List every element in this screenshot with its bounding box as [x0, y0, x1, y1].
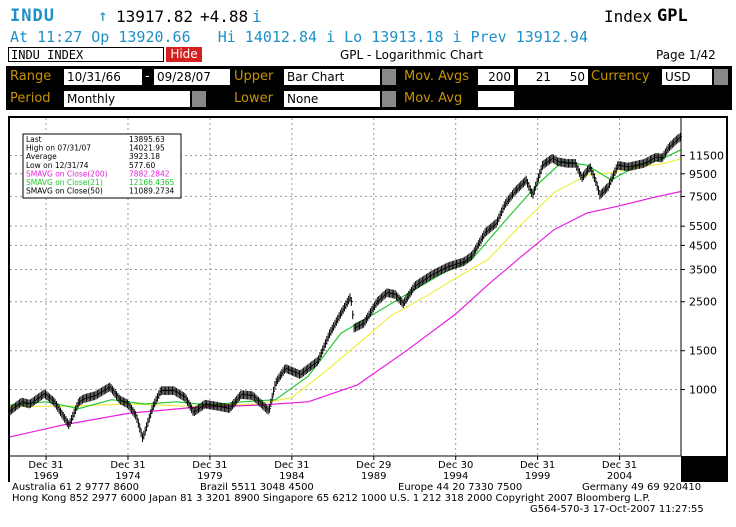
x-tick-label-date: Dec 30 — [438, 460, 473, 471]
x-tick-label-year: 1969 — [33, 471, 58, 482]
x-tick-label-year: 1979 — [197, 471, 222, 482]
y-tick-label: 2500 — [689, 296, 717, 309]
legend-label: High on 07/31/07 — [26, 144, 91, 153]
x-tick-label-year: 2004 — [607, 471, 632, 482]
price-chart[interactable]: 1000 1500 2500 3500 4500 5500 7500 9500 11500 De… — [8, 116, 728, 482]
range-label: Range — [10, 69, 52, 84]
y-tick-label: 1000 — [689, 384, 717, 397]
legend-value: 3923.18 — [129, 152, 160, 161]
x-tick-label-year: 1974 — [115, 471, 140, 482]
x-tick-label-date: Dec 31 — [602, 460, 637, 471]
market-sector-label: Index — [604, 7, 653, 26]
y-tick-label: 5500 — [689, 220, 717, 233]
x-tick-label-date: Dec 31 — [192, 460, 227, 471]
legend-label: Low on 12/31/74 — [26, 161, 89, 170]
period-dropdown-icon[interactable] — [192, 91, 206, 107]
hide-button[interactable]: Hide — [166, 47, 202, 62]
currency-field[interactable]: USD — [662, 69, 712, 85]
lower-chart-field[interactable]: None — [284, 91, 380, 107]
quote-details: At 11:27 Op 13920.66 Hi 14012.84 i Lo 13… — [10, 28, 588, 46]
info-icon[interactable]: i — [252, 7, 262, 26]
footer-contacts: Hong Kong 852 2977 6000 Japan 81 3 3201 … — [12, 493, 651, 504]
price-change: +4.88 — [200, 7, 249, 26]
footer-australia: Australia 61 2 9777 8600 — [12, 482, 139, 493]
last-price: 13917.82 — [116, 7, 194, 26]
footer-brazil: Brazil 5511 3048 4500 — [200, 482, 314, 493]
period-field[interactable]: Monthly — [64, 91, 190, 107]
security-field[interactable]: INDU INDEX — [8, 47, 164, 62]
mov-avg-field-3[interactable]: 50 — [552, 69, 588, 85]
legend-value: 13895.63 — [129, 135, 165, 144]
y-tick-label: 3500 — [689, 263, 717, 276]
chart-title: GPL - Logarithmic Chart — [340, 48, 483, 62]
x-tick-label-date: Dec 31 — [274, 460, 309, 471]
x-tick-label-year: 1999 — [525, 471, 550, 482]
y-tick-label: 1500 — [689, 345, 717, 358]
y-tick-label: 4500 — [689, 239, 717, 252]
x-tick-label-date: Dec 31 — [28, 460, 63, 471]
legend-value: 11089.2734 — [129, 187, 175, 196]
lower-dropdown-icon[interactable] — [382, 91, 396, 107]
legend-label: SMAVG on Close(50) — [26, 187, 103, 196]
y-tick-label: 9500 — [689, 168, 717, 181]
legend-box — [22, 133, 182, 199]
range-end-field[interactable]: 09/28/07 — [154, 69, 230, 85]
legend-value: 12166.4365 — [129, 178, 175, 187]
legend-label: Average — [26, 152, 57, 161]
legend-value: 14021.95 — [129, 144, 165, 153]
chart-controls-panel: Range 10/31/66 - 09/28/07 Period Monthly… — [6, 66, 732, 110]
ma200-line — [9, 190, 682, 438]
mov-avg-label: Mov. Avg — [404, 91, 463, 106]
upper-label: Upper — [234, 69, 274, 84]
x-tick-label-year: 1984 — [279, 471, 304, 482]
x-tick-label-year: 1994 — [443, 471, 468, 482]
mov-avg-field-1[interactable]: 200 — [478, 69, 514, 85]
x-tick-label-date: Dec 31 — [110, 460, 145, 471]
legend-label: Last — [26, 135, 42, 144]
x-tick-label-date: Dec 29 — [356, 460, 391, 471]
function-code: GPL — [657, 6, 688, 26]
up-arrow-icon: ↑ — [98, 6, 108, 25]
y-tick-label: 11500 — [689, 149, 724, 162]
period-label: Period — [10, 91, 51, 106]
mov-avg-field-lower[interactable] — [478, 91, 514, 107]
x-tick-label-year: 1989 — [361, 471, 386, 482]
mov-avgs-label: Mov. Avgs — [404, 69, 469, 84]
legend-label: SMAVG on Close(200) — [26, 169, 108, 178]
chart-area[interactable]: 1000 1500 2500 3500 4500 5500 7500 9500 11500 De… — [8, 116, 728, 482]
upper-dropdown-icon[interactable] — [382, 69, 396, 85]
upper-chart-field[interactable]: Bar Chart — [284, 69, 380, 85]
x-tick-label-date: Dec 31 — [520, 460, 555, 471]
ma50-line — [10, 158, 682, 407]
page-indicator: Page 1/42 — [656, 48, 716, 62]
mov-avg-field-2[interactable]: 21 — [518, 69, 554, 85]
legend-label: SMAVG on Close(21) — [26, 178, 103, 187]
range-start-field[interactable]: 10/31/66 — [64, 69, 142, 85]
currency-dropdown-icon[interactable] — [714, 69, 728, 85]
legend-value: 7882.2842 — [129, 169, 170, 178]
ma21-line — [9, 149, 682, 410]
ticker-symbol[interactable]: INDU — [10, 6, 55, 26]
legend-value: 577.60 — [129, 161, 155, 170]
lower-label: Lower — [234, 91, 273, 106]
footer-europe: Europe 44 20 7330 7500 — [398, 482, 523, 493]
range-separator: - — [145, 69, 150, 84]
y-tick-label: 7500 — [689, 190, 717, 203]
price-bars — [9, 132, 682, 442]
footer-germany: Germany 49 69 920410 — [582, 482, 702, 493]
currency-label: Currency — [591, 69, 650, 84]
footer-timestamp: G564-570-3 17-Oct-2007 11:27:55 — [530, 504, 704, 515]
